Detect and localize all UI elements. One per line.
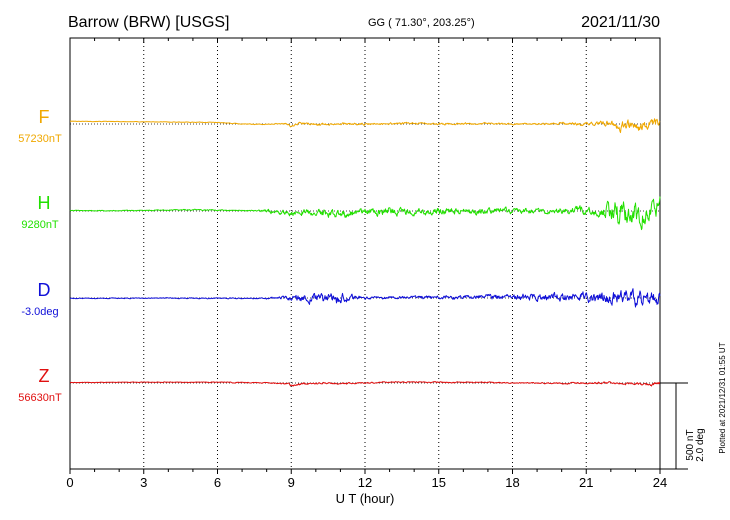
series-name-h: H	[38, 193, 51, 213]
x-tick-label-9: 9	[288, 475, 295, 490]
series-baseline-h: 9280nT	[21, 219, 59, 231]
x-tick-label-6: 6	[214, 475, 221, 490]
x-tick-label-12: 12	[358, 475, 372, 490]
series-name-f: F	[39, 107, 50, 127]
x-tick-label-18: 18	[505, 475, 519, 490]
scale-angle-label: 2.0 deg	[695, 428, 706, 461]
series-name-d: D	[38, 280, 51, 300]
x-axis-label: U T (hour)	[336, 491, 395, 506]
series-baseline-d: -3.0deg	[21, 306, 58, 318]
trace-z	[69, 381, 661, 387]
trace-h	[69, 196, 661, 231]
trace-f	[70, 118, 661, 134]
chart-date: 2021/11/30	[581, 14, 660, 31]
grid-lines	[143, 38, 587, 469]
series-name-z: Z	[39, 366, 50, 386]
x-tick-label-15: 15	[432, 475, 446, 490]
series-traces	[69, 118, 661, 387]
plotted-timestamp: Plotted at 2021/12/31 01:55 UT	[718, 342, 727, 453]
x-tick-label-0: 0	[66, 475, 73, 490]
x-tick-label-21: 21	[579, 475, 593, 490]
x-axis-ticks	[69, 38, 661, 474]
scale-amplitude-label: 500 nT	[685, 429, 696, 460]
series-labels: F 57230nT H 9280nT D -3.0deg Z 56630nT	[18, 107, 62, 404]
scale-bar: 500 nT 2.0 deg	[660, 382, 706, 470]
trace-d	[69, 288, 661, 308]
x-axis-tick-labels: 0 3 6 9 12 15 18 21 24	[66, 475, 667, 490]
station-coordinates: GG ( 71.30°, 203.25°)	[368, 17, 475, 29]
series-baseline-z: 56630nT	[18, 392, 62, 404]
station-title: Barrow (BRW) [USGS]	[68, 14, 230, 31]
x-tick-label-3: 3	[140, 475, 147, 490]
series-baseline-f: 57230nT	[18, 133, 62, 145]
x-tick-label-24: 24	[653, 475, 667, 490]
